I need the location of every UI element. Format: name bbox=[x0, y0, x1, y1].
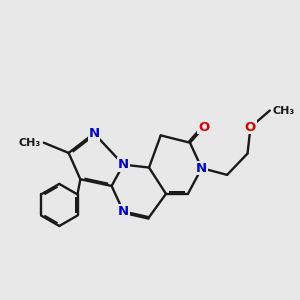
Text: N: N bbox=[118, 205, 129, 218]
Text: N: N bbox=[196, 162, 207, 175]
Text: O: O bbox=[198, 121, 209, 134]
Text: CH₃: CH₃ bbox=[273, 106, 295, 116]
Text: O: O bbox=[245, 121, 256, 134]
Text: CH₃: CH₃ bbox=[19, 138, 41, 148]
Text: N: N bbox=[88, 127, 100, 140]
Text: N: N bbox=[118, 158, 129, 171]
